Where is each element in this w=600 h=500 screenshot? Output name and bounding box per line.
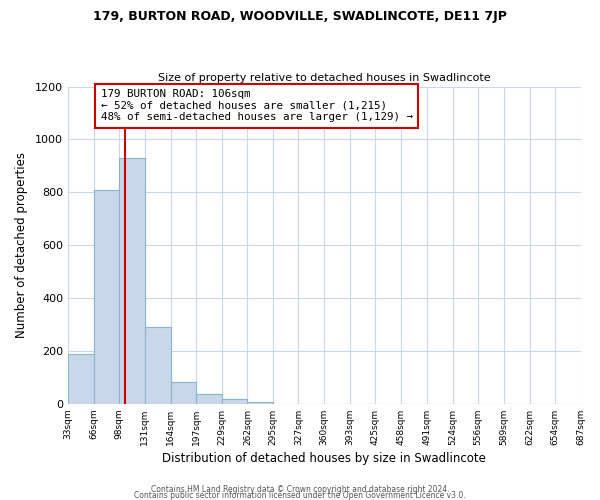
Text: 179, BURTON ROAD, WOODVILLE, SWADLINCOTE, DE11 7JP: 179, BURTON ROAD, WOODVILLE, SWADLINCOTE… — [93, 10, 507, 23]
Bar — [145, 327, 170, 404]
Bar — [119, 158, 145, 404]
Bar — [170, 382, 196, 404]
Bar — [94, 190, 119, 404]
Text: Contains public sector information licensed under the Open Government Licence v3: Contains public sector information licen… — [134, 490, 466, 500]
Title: Size of property relative to detached houses in Swadlincote: Size of property relative to detached ho… — [158, 73, 491, 83]
Text: Contains HM Land Registry data © Crown copyright and database right 2024.: Contains HM Land Registry data © Crown c… — [151, 484, 449, 494]
Y-axis label: Number of detached properties: Number of detached properties — [15, 152, 28, 338]
Bar — [68, 354, 94, 404]
Text: 179 BURTON ROAD: 106sqm
← 52% of detached houses are smaller (1,215)
48% of semi: 179 BURTON ROAD: 106sqm ← 52% of detache… — [101, 89, 413, 122]
Bar — [221, 399, 247, 404]
Bar — [196, 394, 221, 404]
Bar — [247, 402, 273, 404]
X-axis label: Distribution of detached houses by size in Swadlincote: Distribution of detached houses by size … — [162, 452, 486, 465]
